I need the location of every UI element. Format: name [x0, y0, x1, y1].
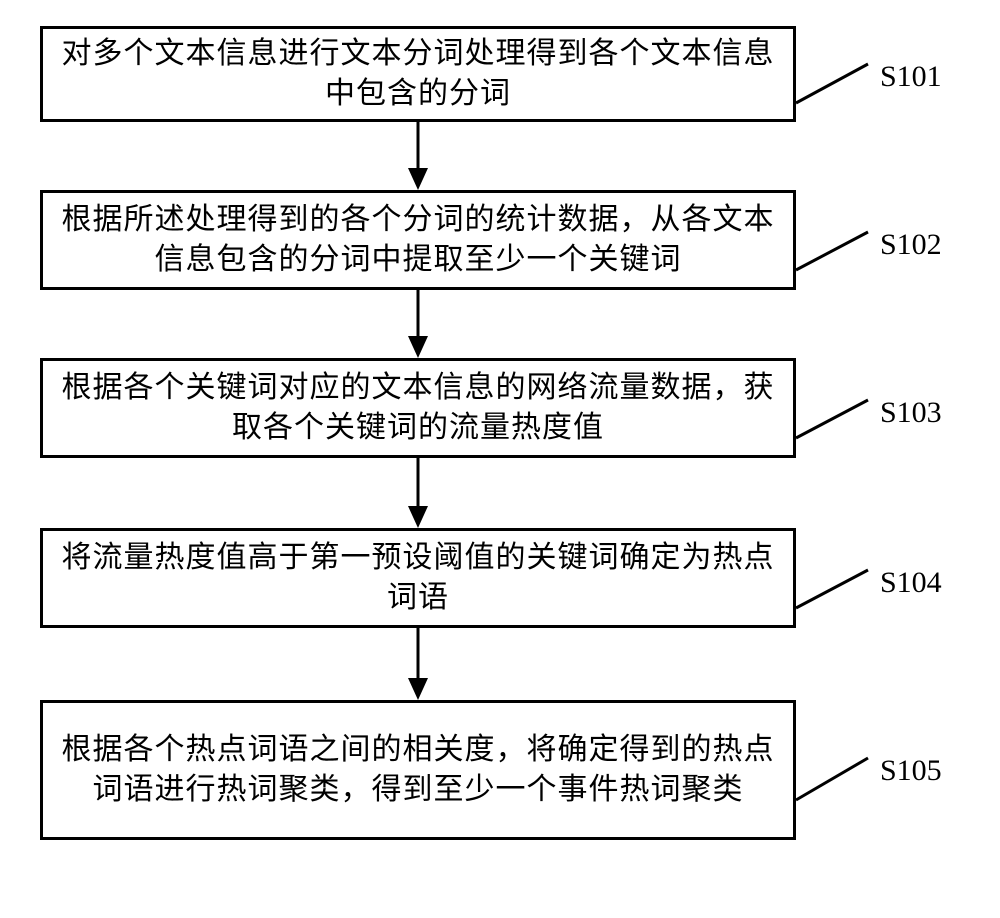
flowchart-canvas: 对多个文本信息进行文本分词处理得到各个文本信息中包含的分词 根据所述处理得到的各… — [0, 0, 1000, 918]
arrow-s104-s105 — [0, 0, 1000, 918]
